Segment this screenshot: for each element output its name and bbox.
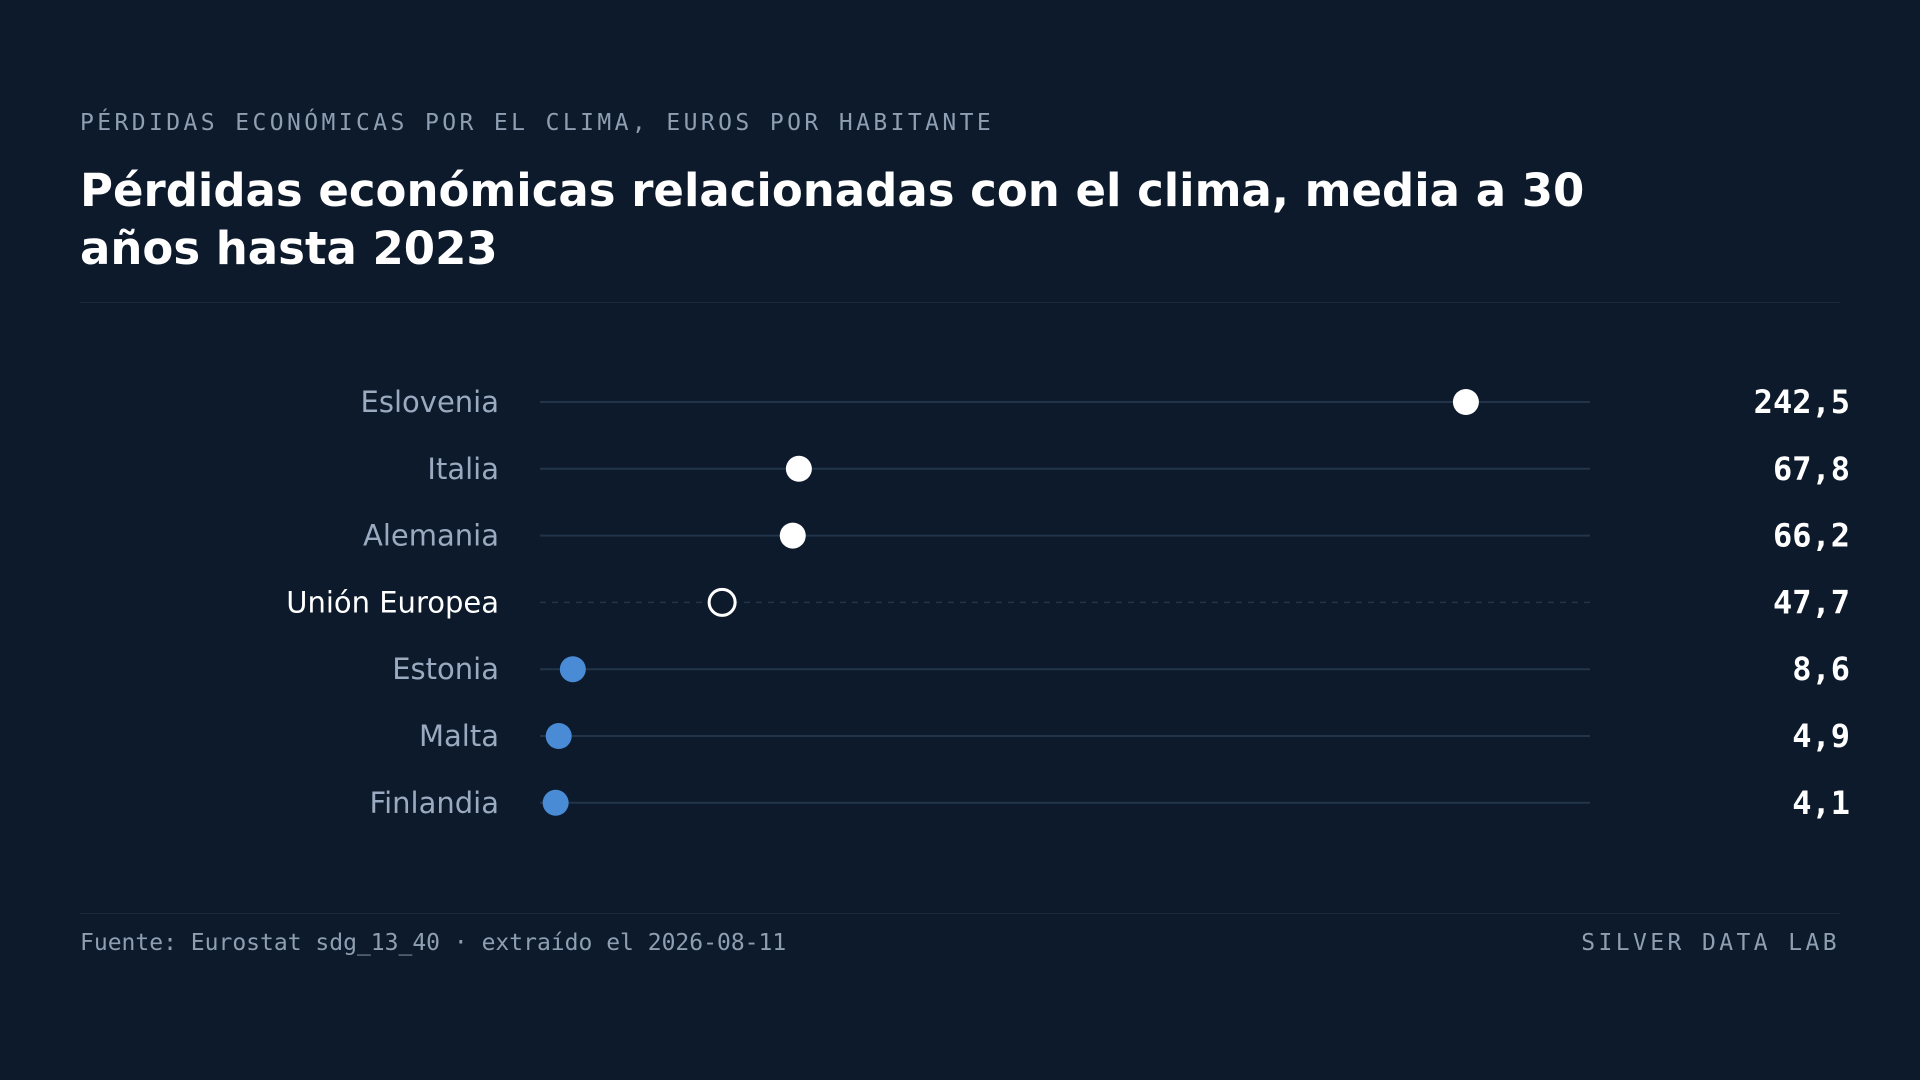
category-label: Alemania bbox=[363, 519, 499, 553]
value-label: 242,5 bbox=[1754, 383, 1850, 421]
value-label: 4,1 bbox=[1792, 784, 1850, 822]
brand-mark: SILVER DATA LAB bbox=[1581, 930, 1840, 956]
data-point bbox=[559, 656, 586, 683]
category-label: Unión Europea bbox=[286, 585, 499, 619]
category-label: Eslovenia bbox=[361, 385, 499, 419]
value-label: 47,7 bbox=[1773, 583, 1850, 621]
data-point bbox=[545, 723, 572, 749]
value-label: 66,2 bbox=[1773, 517, 1850, 555]
data-point bbox=[785, 455, 812, 482]
dot-plot-chart: Eslovenia 242,5 Italia 67,8 Alemania 66,2 Unió… bbox=[286, 383, 1850, 822]
data-point bbox=[1452, 389, 1479, 415]
data-point bbox=[779, 522, 806, 549]
category-label: Italia bbox=[427, 452, 499, 486]
value-label: 4,9 bbox=[1792, 717, 1850, 755]
data-point bbox=[542, 789, 569, 816]
category-label: Finlandia bbox=[370, 786, 499, 820]
footer-divider bbox=[80, 913, 1840, 914]
chart-kicker: PÉRDIDAS ECONÓMICAS POR EL CLIMA, EUROS … bbox=[80, 110, 995, 136]
source-note: Fuente: Eurostat sdg_13_40 · extraído el… bbox=[80, 930, 787, 956]
value-label: 67,8 bbox=[1773, 450, 1850, 488]
value-label: 8,6 bbox=[1792, 650, 1850, 688]
chart-title: Pérdidas económicas relacionadas con el … bbox=[80, 164, 1585, 275]
category-label: Estonia bbox=[392, 652, 499, 686]
header-divider bbox=[80, 302, 1840, 303]
category-label: Malta bbox=[419, 719, 499, 753]
reference-point bbox=[707, 587, 737, 617]
